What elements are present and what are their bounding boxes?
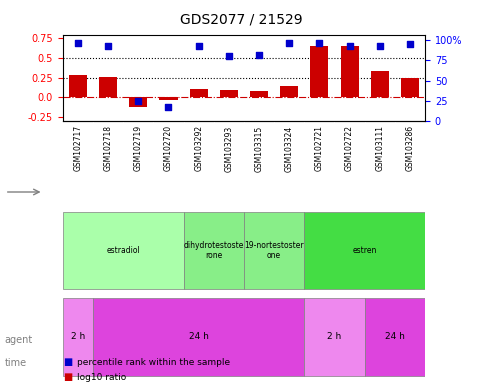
Text: ■: ■ bbox=[63, 357, 72, 367]
Text: GSM103111: GSM103111 bbox=[375, 125, 384, 171]
Bar bbox=[341, 46, 358, 98]
Point bbox=[74, 40, 82, 46]
Point bbox=[195, 43, 202, 49]
Point bbox=[376, 43, 384, 49]
Bar bbox=[69, 75, 87, 98]
Bar bbox=[280, 86, 298, 98]
Point bbox=[104, 43, 112, 49]
Bar bbox=[371, 71, 389, 98]
Text: estren: estren bbox=[353, 246, 377, 255]
Text: GSM103292: GSM103292 bbox=[194, 125, 203, 171]
Text: GDS2077 / 21529: GDS2077 / 21529 bbox=[180, 13, 303, 27]
Point bbox=[165, 104, 172, 110]
Text: 2 h: 2 h bbox=[327, 333, 341, 341]
Point bbox=[225, 53, 233, 60]
Point bbox=[255, 52, 263, 58]
Text: 24 h: 24 h bbox=[385, 333, 405, 341]
Text: percentile rank within the sample: percentile rank within the sample bbox=[77, 358, 230, 367]
Text: GSM102719: GSM102719 bbox=[134, 125, 143, 171]
Point bbox=[134, 98, 142, 104]
FancyBboxPatch shape bbox=[93, 298, 304, 376]
Bar bbox=[220, 89, 238, 98]
Bar bbox=[250, 91, 268, 98]
FancyBboxPatch shape bbox=[184, 212, 244, 290]
Text: dihydrotestoste
rone: dihydrotestoste rone bbox=[184, 241, 244, 260]
FancyBboxPatch shape bbox=[63, 212, 184, 290]
Bar bbox=[401, 78, 419, 98]
Text: 24 h: 24 h bbox=[189, 333, 209, 341]
Text: GSM102721: GSM102721 bbox=[315, 125, 324, 171]
Text: GSM102722: GSM102722 bbox=[345, 125, 354, 171]
Text: 2 h: 2 h bbox=[71, 333, 85, 341]
Text: time: time bbox=[5, 358, 27, 368]
Text: ■: ■ bbox=[63, 372, 72, 382]
Bar bbox=[311, 46, 328, 98]
Bar bbox=[99, 77, 117, 98]
Bar bbox=[159, 98, 178, 100]
Point bbox=[406, 41, 414, 47]
FancyBboxPatch shape bbox=[304, 298, 365, 376]
Point bbox=[285, 40, 293, 46]
Text: log10 ratio: log10 ratio bbox=[77, 373, 127, 382]
Point bbox=[315, 40, 323, 46]
Text: GSM103293: GSM103293 bbox=[224, 125, 233, 172]
FancyBboxPatch shape bbox=[63, 298, 93, 376]
Bar bbox=[189, 89, 208, 98]
Text: GSM103324: GSM103324 bbox=[284, 125, 294, 172]
Point bbox=[346, 43, 354, 49]
FancyBboxPatch shape bbox=[365, 298, 425, 376]
Text: GSM102717: GSM102717 bbox=[73, 125, 83, 171]
Bar bbox=[129, 98, 147, 107]
FancyBboxPatch shape bbox=[244, 212, 304, 290]
Text: GSM103286: GSM103286 bbox=[405, 125, 414, 171]
Text: 19-nortestoster
one: 19-nortestoster one bbox=[244, 241, 304, 260]
Text: GSM102718: GSM102718 bbox=[103, 125, 113, 171]
Text: agent: agent bbox=[5, 335, 33, 345]
Text: GSM103315: GSM103315 bbox=[255, 125, 264, 172]
Text: GSM102720: GSM102720 bbox=[164, 125, 173, 171]
Text: estradiol: estradiol bbox=[106, 246, 140, 255]
FancyBboxPatch shape bbox=[304, 212, 425, 290]
